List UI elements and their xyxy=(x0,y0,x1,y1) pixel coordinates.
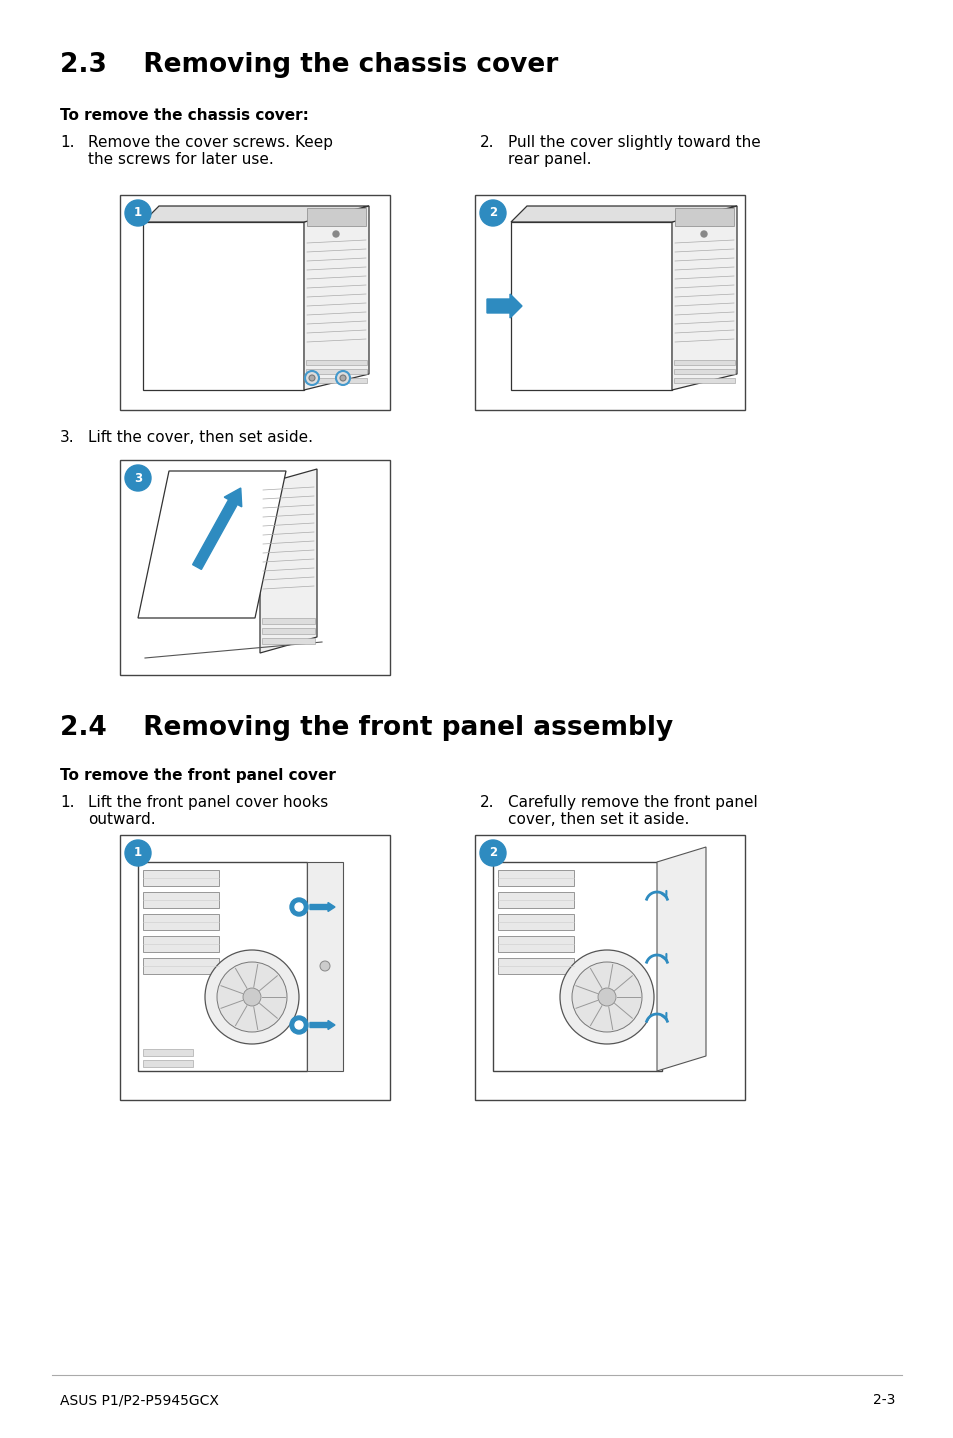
Text: Remove the cover screws. Keep
the screws for later use.: Remove the cover screws. Keep the screws… xyxy=(88,135,333,167)
FancyArrow shape xyxy=(486,293,521,318)
Text: Lift the cover, then set aside.: Lift the cover, then set aside. xyxy=(88,430,313,444)
Circle shape xyxy=(290,1017,308,1034)
Text: Lift the front panel cover hooks
outward.: Lift the front panel cover hooks outward… xyxy=(88,795,328,827)
Text: 2.: 2. xyxy=(479,135,494,150)
FancyArrow shape xyxy=(193,487,241,569)
Text: ASUS P1/P2-P5945GCX: ASUS P1/P2-P5945GCX xyxy=(60,1393,218,1406)
Bar xyxy=(143,892,219,907)
Circle shape xyxy=(125,200,151,226)
Bar xyxy=(120,196,390,410)
Circle shape xyxy=(319,961,330,971)
Bar xyxy=(143,915,219,930)
Circle shape xyxy=(559,951,654,1044)
Text: Carefully remove the front panel
cover, then set it aside.: Carefully remove the front panel cover, … xyxy=(507,795,757,827)
Bar xyxy=(673,360,734,365)
Circle shape xyxy=(339,375,346,381)
Bar xyxy=(673,370,734,374)
Bar xyxy=(497,870,574,886)
Polygon shape xyxy=(260,469,316,653)
Circle shape xyxy=(309,375,314,381)
Text: To remove the front panel cover: To remove the front panel cover xyxy=(60,768,335,784)
Text: 1.: 1. xyxy=(60,135,74,150)
Text: 1: 1 xyxy=(133,847,142,860)
Bar xyxy=(143,221,304,390)
Polygon shape xyxy=(143,206,369,221)
Bar xyxy=(120,835,390,1100)
Text: 2: 2 xyxy=(489,847,497,860)
Bar xyxy=(306,370,367,374)
Bar xyxy=(675,209,733,226)
Text: 2.: 2. xyxy=(479,795,494,810)
Circle shape xyxy=(125,464,151,490)
Circle shape xyxy=(290,897,308,916)
Polygon shape xyxy=(138,472,286,618)
Bar xyxy=(143,958,219,974)
Bar xyxy=(306,378,367,383)
Text: 2.4    Removing the front panel assembly: 2.4 Removing the front panel assembly xyxy=(60,715,673,741)
Circle shape xyxy=(700,232,706,237)
Text: To remove the chassis cover:: To remove the chassis cover: xyxy=(60,108,309,124)
Text: 2: 2 xyxy=(489,207,497,220)
Bar xyxy=(511,221,671,390)
Circle shape xyxy=(572,962,641,1032)
Circle shape xyxy=(243,988,261,1007)
Bar xyxy=(143,1060,193,1067)
Bar xyxy=(475,196,744,410)
Bar xyxy=(262,638,314,644)
Bar xyxy=(497,958,574,974)
Bar xyxy=(475,835,744,1100)
Polygon shape xyxy=(671,206,737,390)
Bar xyxy=(497,936,574,952)
Bar xyxy=(143,1048,193,1055)
Text: 1: 1 xyxy=(133,207,142,220)
Circle shape xyxy=(479,840,505,866)
Circle shape xyxy=(294,1021,303,1030)
Bar xyxy=(262,618,314,624)
Bar xyxy=(493,861,661,1071)
Circle shape xyxy=(305,371,318,385)
Text: 3: 3 xyxy=(133,472,142,485)
Polygon shape xyxy=(511,206,737,221)
Bar xyxy=(673,378,734,383)
Bar xyxy=(307,861,343,1071)
Text: 3.: 3. xyxy=(60,430,74,444)
Bar xyxy=(262,628,314,634)
Circle shape xyxy=(205,951,298,1044)
Bar xyxy=(306,360,367,365)
Circle shape xyxy=(216,962,287,1032)
Bar xyxy=(307,209,366,226)
Circle shape xyxy=(335,371,350,385)
Circle shape xyxy=(598,988,616,1007)
Bar xyxy=(143,936,219,952)
Circle shape xyxy=(294,903,303,912)
Circle shape xyxy=(479,200,505,226)
Bar xyxy=(138,861,307,1071)
Bar xyxy=(497,915,574,930)
Text: 2.3    Removing the chassis cover: 2.3 Removing the chassis cover xyxy=(60,52,558,78)
FancyArrow shape xyxy=(310,1021,335,1030)
Text: 2-3: 2-3 xyxy=(872,1393,894,1406)
Circle shape xyxy=(333,232,338,237)
Circle shape xyxy=(125,840,151,866)
Polygon shape xyxy=(304,206,369,390)
Bar xyxy=(143,870,219,886)
FancyArrow shape xyxy=(310,903,335,912)
Bar xyxy=(120,460,390,674)
Text: Pull the cover slightly toward the
rear panel.: Pull the cover slightly toward the rear … xyxy=(507,135,760,167)
Polygon shape xyxy=(657,847,705,1071)
Bar xyxy=(497,892,574,907)
Text: 1.: 1. xyxy=(60,795,74,810)
